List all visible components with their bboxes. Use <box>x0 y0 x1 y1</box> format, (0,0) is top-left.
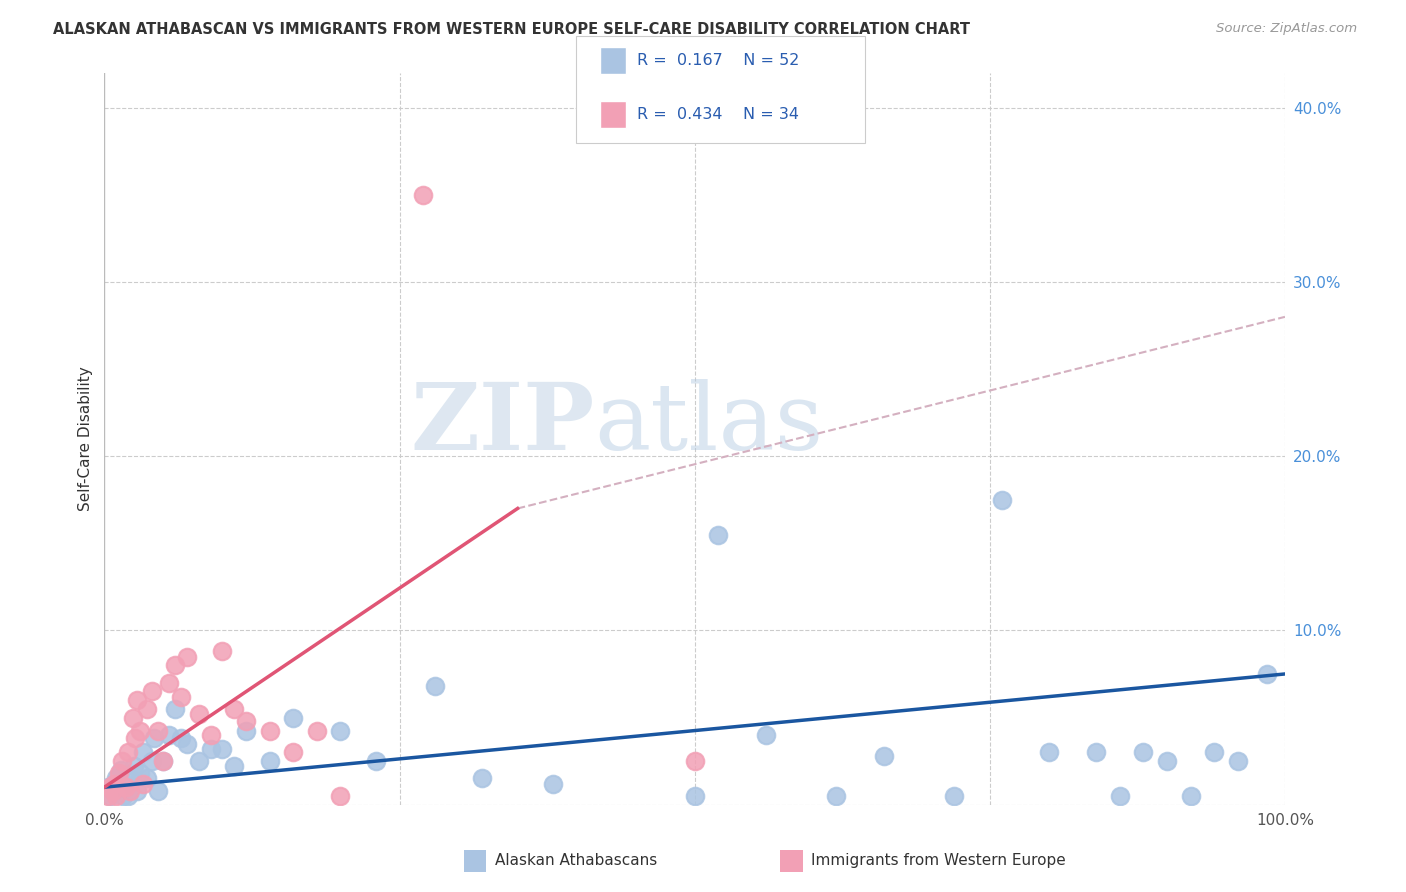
Point <box>120 772 142 786</box>
Point <box>211 644 233 658</box>
Point <box>943 789 966 803</box>
Point <box>121 710 143 724</box>
Point <box>235 714 257 728</box>
Point <box>683 789 706 803</box>
Point <box>1180 789 1202 803</box>
Point <box>176 737 198 751</box>
Point <box>224 759 246 773</box>
Point <box>200 728 222 742</box>
Point <box>1156 754 1178 768</box>
Point <box>187 754 209 768</box>
Point <box>305 724 328 739</box>
Text: atlas: atlas <box>595 379 824 469</box>
Point <box>128 724 150 739</box>
Point <box>114 777 136 791</box>
Point <box>707 527 730 541</box>
Text: R =  0.167    N = 52: R = 0.167 N = 52 <box>637 54 799 68</box>
Point <box>170 731 193 746</box>
Point <box>1204 745 1226 759</box>
Point <box>754 728 776 742</box>
Point <box>97 780 120 794</box>
Point <box>329 789 352 803</box>
Point <box>872 748 894 763</box>
Point <box>146 724 169 739</box>
Point <box>112 789 135 803</box>
Point <box>124 731 146 746</box>
Point <box>683 754 706 768</box>
Point <box>146 783 169 797</box>
Point <box>412 188 434 202</box>
Point <box>98 789 121 803</box>
Point <box>141 684 163 698</box>
Point <box>1108 789 1130 803</box>
Point <box>211 742 233 756</box>
Point <box>103 777 125 791</box>
Point <box>120 783 142 797</box>
Point <box>329 724 352 739</box>
Point <box>105 772 128 786</box>
Point <box>103 777 125 791</box>
Point <box>152 754 174 768</box>
Point <box>105 789 128 803</box>
Point <box>117 745 139 759</box>
Point <box>135 702 157 716</box>
Point <box>283 710 305 724</box>
Point <box>259 754 281 768</box>
Point <box>1132 745 1154 759</box>
Text: Alaskan Athabascans: Alaskan Athabascans <box>495 854 657 868</box>
Point <box>471 772 494 786</box>
Point <box>101 783 124 797</box>
Point <box>1085 745 1108 759</box>
Point <box>127 693 149 707</box>
Text: Immigrants from Western Europe: Immigrants from Western Europe <box>811 854 1066 868</box>
Point <box>135 772 157 786</box>
Point <box>170 690 193 704</box>
Point <box>541 777 564 791</box>
Point <box>1256 667 1278 681</box>
Point <box>132 745 155 759</box>
Point <box>127 783 149 797</box>
Point <box>132 777 155 791</box>
Point <box>128 766 150 780</box>
Point <box>157 675 180 690</box>
Point <box>1038 745 1060 759</box>
Text: Source: ZipAtlas.com: Source: ZipAtlas.com <box>1216 22 1357 36</box>
Point <box>283 745 305 759</box>
Point <box>111 754 134 768</box>
Y-axis label: Self-Care Disability: Self-Care Disability <box>79 367 93 511</box>
Point <box>825 789 848 803</box>
Point <box>364 754 387 768</box>
Point <box>114 780 136 794</box>
Point <box>97 789 120 803</box>
Point <box>165 702 187 716</box>
Point <box>98 780 121 794</box>
Point <box>117 789 139 803</box>
Point <box>176 649 198 664</box>
Point <box>101 783 124 797</box>
Point <box>165 658 187 673</box>
Point <box>423 679 446 693</box>
Point <box>259 724 281 739</box>
Point <box>200 742 222 756</box>
Text: ZIP: ZIP <box>411 379 595 469</box>
Point <box>990 492 1012 507</box>
Point <box>143 731 166 746</box>
Point <box>107 766 129 780</box>
Text: ALASKAN ATHABASCAN VS IMMIGRANTS FROM WESTERN EUROPE SELF-CARE DISABILITY CORREL: ALASKAN ATHABASCAN VS IMMIGRANTS FROM WE… <box>53 22 970 37</box>
Point <box>107 783 129 797</box>
Point <box>235 724 257 739</box>
Text: R =  0.434    N = 34: R = 0.434 N = 34 <box>637 107 799 121</box>
Point <box>110 763 132 777</box>
Point <box>187 706 209 721</box>
Point <box>152 754 174 768</box>
Point <box>224 702 246 716</box>
Point <box>122 759 145 773</box>
Point <box>141 754 163 768</box>
Point <box>157 728 180 742</box>
Point <box>1226 754 1249 768</box>
